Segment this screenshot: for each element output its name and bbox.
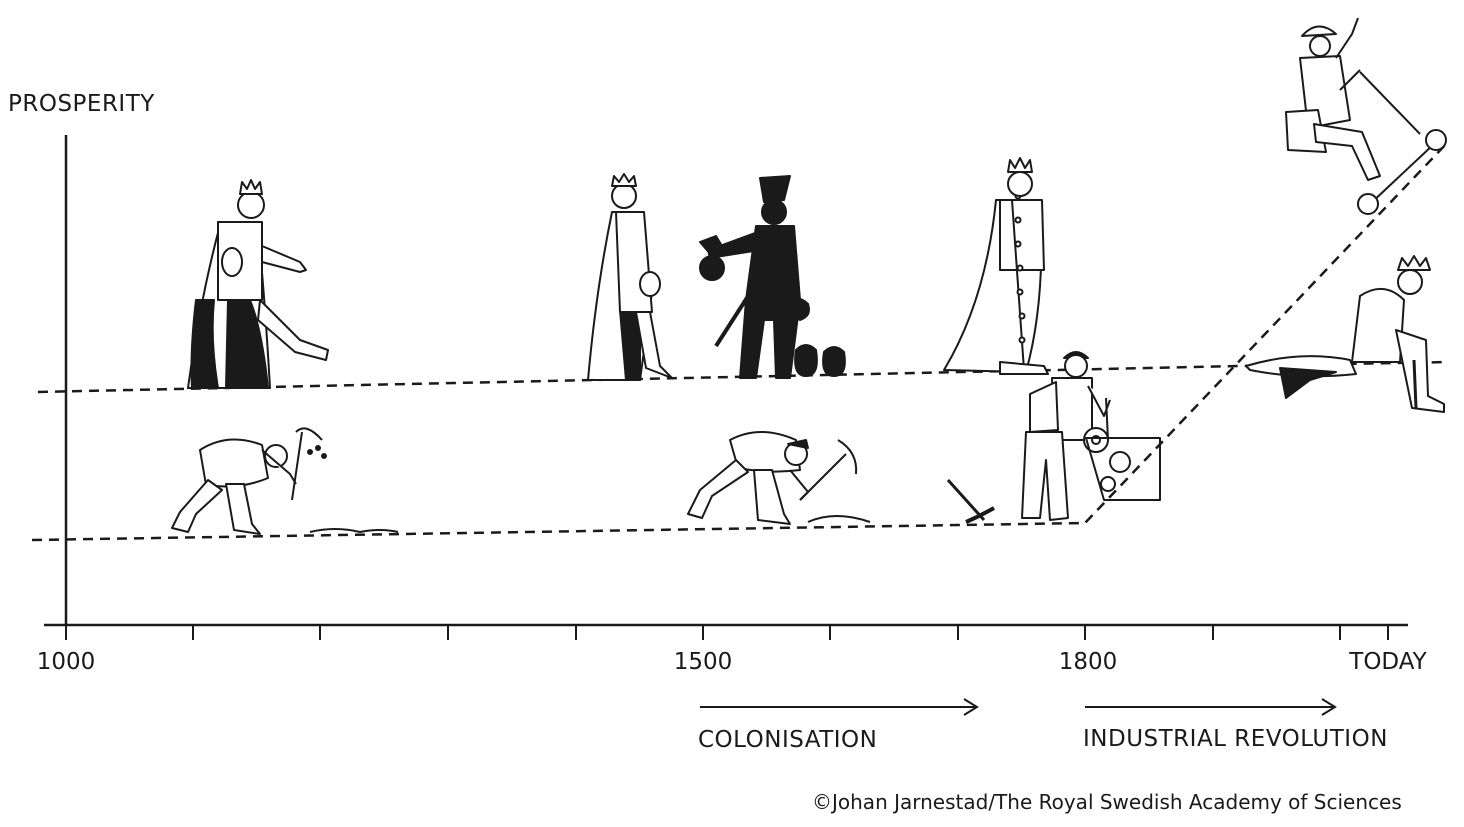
industrial-revolution-label: INDUSTRIAL REVOLUTION [1083,726,1388,752]
modern-commuter-figure [1285,17,1447,215]
x-tick-label: 1000 [36,649,96,675]
industrial-revolution-arrow [1085,698,1337,716]
x-axis-ticks [65,625,1389,640]
king-long-robe-figure [943,157,1049,375]
y-axis-label: PROSPERITY [8,91,155,117]
x-tick-label: 1500 [673,649,733,675]
colonisation-label: COLONISATION [698,727,878,753]
x-tick-label: TODAY [1349,649,1427,675]
worker-prosperity-line [31,141,1449,542]
factory-worker-figure [1021,351,1161,521]
medieval-laborer-figure [171,427,399,535]
x-tick-label: 1800 [1058,649,1118,675]
dropped-pickaxe [946,478,995,524]
colonial-officer-figure [699,175,846,379]
queen-figure [587,173,673,381]
elite-prosperity-line [37,360,1449,394]
kneeling-miner-figure [687,431,871,525]
medieval-king-figure [187,179,329,389]
seated-king-figure [1245,255,1445,413]
image-credit: ©Johan Jarnestad/The Royal Swedish Acade… [812,790,1402,814]
colonisation-arrow [700,698,979,716]
